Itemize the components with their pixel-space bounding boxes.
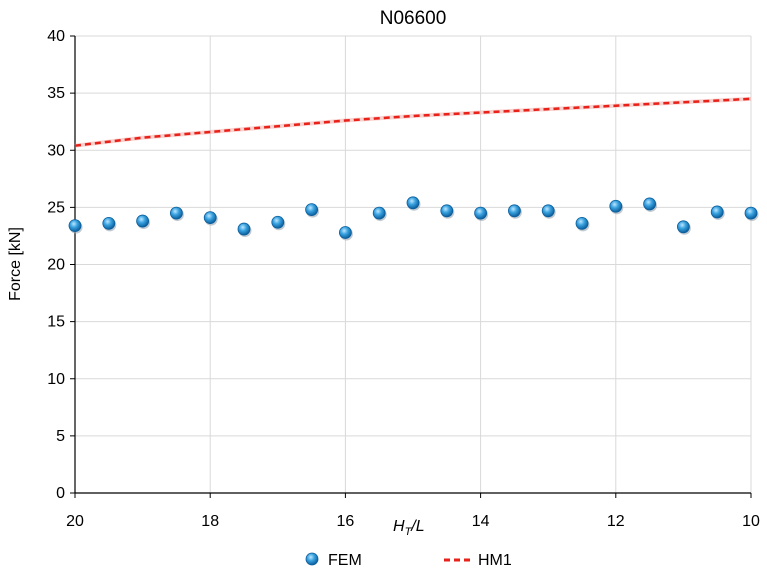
- y-tick-label: 10: [47, 371, 65, 388]
- fem-point: [474, 206, 489, 222]
- fem-point: [169, 206, 184, 222]
- y-tick-label: 0: [56, 485, 65, 502]
- fem-point: [508, 204, 522, 219]
- legend: FEM HM1: [305, 552, 512, 569]
- x-tick-label: 12: [607, 513, 625, 530]
- fem-point-marker: [372, 206, 386, 220]
- fem-point: [102, 216, 117, 232]
- fem-point: [203, 211, 218, 226]
- x-tick-label: 16: [337, 513, 355, 530]
- x-tick-label: 18: [201, 513, 219, 530]
- x-axis-title: HT/L: [393, 518, 425, 538]
- fem-point: [271, 215, 286, 231]
- y-tick-labels: 0 5 10 15 20 25 30 35 40: [47, 28, 65, 502]
- fem-point: [406, 196, 421, 211]
- fem-point: [744, 206, 759, 222]
- fem-point: [609, 199, 624, 215]
- y-tick-label: 25: [47, 199, 65, 216]
- y-tick-label: 30: [47, 142, 65, 159]
- fem-point-marker: [609, 199, 623, 213]
- fem-point-marker: [677, 220, 690, 234]
- legend-fem-label: FEM: [328, 552, 362, 569]
- fem-point: [440, 204, 455, 219]
- fem-point-marker: [271, 215, 285, 229]
- fem-point-marker: [575, 216, 589, 230]
- fem-point-marker: [508, 204, 521, 218]
- x-axis-title-sub: T: [405, 526, 413, 538]
- y-tick-label: 35: [47, 85, 65, 102]
- legend-item-hm1: HM1: [444, 552, 512, 569]
- x-axis-title-main: H: [393, 518, 405, 535]
- hm1-line-shadow: [74, 96, 752, 148]
- y-axis-title: Force [kN]: [7, 227, 24, 301]
- fem-point-marker: [102, 216, 116, 230]
- fem-point: [643, 197, 658, 212]
- y-tick-label: 15: [47, 314, 65, 331]
- fem-point-marker: [338, 226, 352, 239]
- x-tick-labels: 20 18 16 14 12 10: [66, 513, 760, 530]
- fem-point: [710, 205, 725, 220]
- fem-point-marker: [744, 206, 758, 220]
- chart-title: N06600: [380, 8, 447, 29]
- x-tick-label: 14: [472, 513, 490, 530]
- fem-point: [237, 222, 252, 238]
- fem-point-marker: [406, 196, 420, 210]
- y-tick-label: 20: [47, 257, 65, 274]
- legend-fem-marker: [305, 552, 319, 566]
- fem-point-marker: [237, 222, 251, 236]
- x-tick-label: 20: [66, 513, 84, 530]
- x-tick-label: 10: [742, 513, 760, 530]
- fem-point-marker: [203, 211, 217, 225]
- fem-point: [338, 226, 353, 241]
- fem-point-marker: [440, 204, 454, 218]
- fem-point: [677, 220, 691, 235]
- series-markers: [68, 196, 759, 241]
- fem-point: [305, 203, 320, 218]
- y-tick-label: 40: [47, 28, 65, 45]
- hm1-line: [74, 97, 752, 147]
- x-axis-title-rest: /L: [410, 518, 424, 535]
- y-tick-label: 5: [56, 428, 65, 445]
- fem-point-marker: [136, 214, 150, 228]
- fem-point-marker: [643, 197, 656, 211]
- fem-point: [575, 216, 590, 232]
- fem-point: [68, 219, 83, 234]
- series-lines: [74, 96, 752, 148]
- fem-point-marker: [305, 203, 319, 217]
- fem-point: [372, 206, 387, 222]
- fem-point-marker: [169, 206, 183, 220]
- fem-point-marker: [474, 206, 488, 220]
- fem-point-marker: [68, 219, 82, 233]
- fem-point: [541, 204, 556, 219]
- fem-point-marker: [541, 204, 555, 218]
- legend-item-fem: FEM: [305, 552, 362, 569]
- fem-point: [136, 214, 151, 230]
- fem-point-marker: [710, 205, 724, 219]
- legend-hm1-label: HM1: [478, 552, 512, 569]
- axes: [70, 35, 752, 498]
